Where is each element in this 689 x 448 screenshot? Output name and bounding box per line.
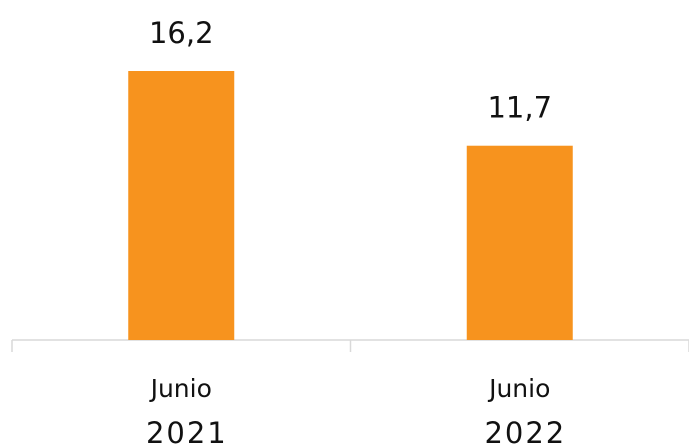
data-label: 11,7 [487,91,552,125]
bar [466,145,573,340]
x-tick-label: Junio 2021 [135,374,228,448]
bar [128,71,235,340]
x-tick-label: Junio 2022 [473,374,566,448]
data-label: 16,2 [149,16,214,50]
